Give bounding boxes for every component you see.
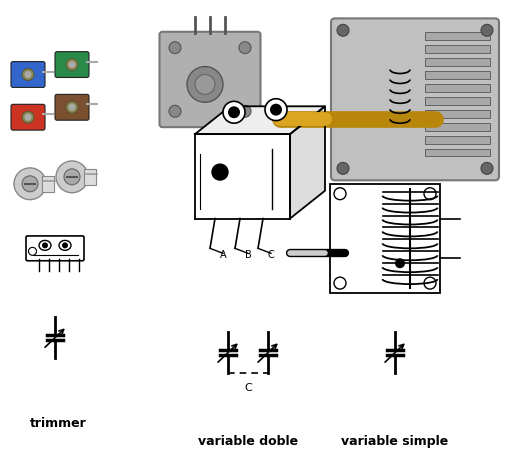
Bar: [84, 169, 96, 185]
FancyBboxPatch shape: [331, 18, 499, 180]
Text: variable doble: variable doble: [198, 435, 298, 448]
Bar: [425, 123, 490, 131]
Text: trimmer: trimmer: [30, 417, 87, 430]
Polygon shape: [195, 106, 325, 134]
Text: C: C: [268, 250, 275, 260]
Bar: [425, 110, 490, 118]
Bar: [425, 84, 490, 92]
Circle shape: [265, 99, 287, 120]
Circle shape: [195, 74, 215, 94]
FancyBboxPatch shape: [55, 94, 89, 120]
Circle shape: [270, 104, 282, 115]
Circle shape: [228, 106, 240, 118]
Circle shape: [22, 111, 34, 123]
Circle shape: [25, 71, 32, 78]
FancyBboxPatch shape: [55, 52, 89, 78]
Circle shape: [56, 161, 88, 193]
Bar: [425, 97, 490, 105]
Bar: [42, 176, 54, 192]
Circle shape: [334, 188, 346, 200]
Circle shape: [424, 277, 436, 289]
Circle shape: [64, 169, 80, 185]
Circle shape: [42, 242, 48, 249]
Circle shape: [481, 162, 493, 175]
Circle shape: [69, 104, 75, 111]
Bar: [425, 71, 490, 79]
Circle shape: [334, 277, 346, 289]
Circle shape: [424, 188, 436, 200]
Polygon shape: [290, 106, 325, 219]
Circle shape: [239, 42, 251, 54]
Circle shape: [66, 101, 78, 113]
Circle shape: [66, 59, 78, 70]
Text: B: B: [245, 250, 252, 260]
Text: variable simple: variable simple: [342, 435, 449, 448]
Polygon shape: [195, 134, 290, 219]
Circle shape: [395, 258, 405, 268]
Circle shape: [223, 101, 245, 123]
Bar: [425, 136, 490, 143]
Circle shape: [22, 69, 34, 80]
Ellipse shape: [59, 240, 71, 250]
Circle shape: [29, 247, 36, 255]
FancyBboxPatch shape: [160, 32, 261, 127]
Circle shape: [481, 24, 493, 36]
Bar: [330, 184, 440, 293]
Circle shape: [22, 176, 38, 192]
Circle shape: [337, 24, 349, 36]
Bar: [425, 32, 490, 40]
Circle shape: [212, 164, 228, 180]
Circle shape: [169, 105, 181, 117]
Bar: [425, 45, 490, 53]
Circle shape: [14, 168, 46, 200]
FancyBboxPatch shape: [11, 104, 45, 130]
Bar: [425, 58, 490, 66]
Text: C: C: [244, 383, 252, 393]
Ellipse shape: [39, 240, 51, 250]
Circle shape: [187, 67, 223, 102]
Circle shape: [25, 114, 32, 121]
Circle shape: [62, 242, 68, 249]
Circle shape: [337, 162, 349, 175]
Circle shape: [69, 61, 75, 68]
Text: A: A: [220, 250, 227, 260]
Circle shape: [239, 105, 251, 117]
FancyBboxPatch shape: [11, 62, 45, 87]
Bar: [425, 148, 490, 156]
Circle shape: [169, 42, 181, 54]
FancyBboxPatch shape: [26, 236, 84, 261]
